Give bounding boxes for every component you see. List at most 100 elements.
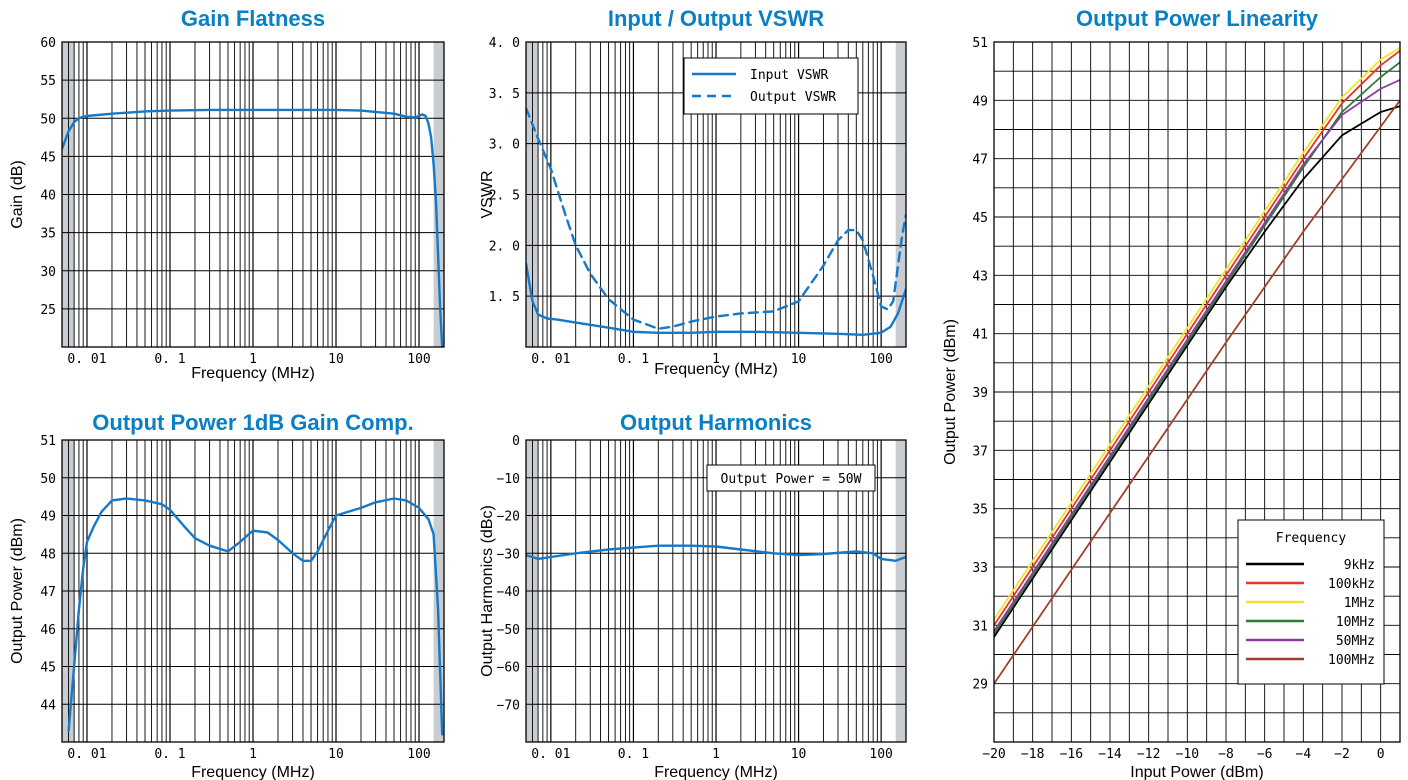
linearity-series-5-line <box>994 99 1400 685</box>
linearity-series-1-line <box>994 49 1400 627</box>
linearity-legend-label: 100kHz <box>1328 577 1375 592</box>
linearity-legend-label: 50MHz <box>1336 634 1375 649</box>
gain-y-tick-label: 40 <box>40 189 56 204</box>
vswr-x-tick-label: 1 <box>712 352 720 367</box>
vswr-x-tick-label: 100 <box>869 352 892 367</box>
harmonics-y-tick-label: −60 <box>497 661 520 676</box>
harmonics-x-tick-label: 10 <box>791 747 807 762</box>
linearity-chart: Output Power Linearity−20 −18 −16 −14 −12 −10… <box>942 6 1401 780</box>
linearity-x-tick-label: −10 <box>1176 747 1199 762</box>
p1db-y-tick-label: 44 <box>40 698 56 713</box>
linearity-y-tick-label: 51 <box>972 36 988 51</box>
vswr-series-1-line <box>526 106 906 330</box>
harmonics-annotation: Output Power = 50W <box>706 464 876 492</box>
p1db-x-tick-label: 1 <box>249 747 257 762</box>
gain-y-tick-label: 30 <box>40 265 56 280</box>
harmonics-x-tick-label: 1 <box>712 747 720 762</box>
vswr-x-tick-label: 10 <box>791 352 807 367</box>
harmonics-x-tick-label: 100 <box>869 747 892 762</box>
gain-x-tick-label: 0. 01 <box>67 352 106 367</box>
linearity-series-0-line <box>994 105 1400 638</box>
p1db-grid <box>61 439 445 742</box>
gain-x-tick-label: 0. 1 <box>154 352 185 367</box>
linearity-y-tick-label: 47 <box>972 153 988 168</box>
gain-y-tick-label: 45 <box>40 150 56 165</box>
linearity-x-axis-label: Input Power (dBm) <box>1130 764 1263 780</box>
vswr-legend-label: Output VSWR <box>750 90 836 105</box>
linearity-y-tick-label: 31 <box>972 619 988 634</box>
p1db-x-tick-label: 0. 01 <box>67 747 106 762</box>
p1db-y-axis-label: Output Power (dBm) <box>9 518 26 664</box>
linearity-y-tick-label: 45 <box>972 211 988 226</box>
vswr-y-tick-label: 4. 0 <box>489 36 520 51</box>
harmonics-frame <box>525 439 907 743</box>
linearity-y-tick-label: 41 <box>972 328 988 343</box>
vswr-y-tick-label: 3. 5 <box>489 87 520 102</box>
p1db-title: Output Power 1dB Gain Comp. <box>92 410 413 435</box>
harmonics-series-0-line <box>526 544 906 562</box>
linearity-y-tick-label: 49 <box>972 94 988 109</box>
linearity-y-tick-label: 43 <box>972 269 988 284</box>
linearity-x-tick-label: −2 <box>1334 747 1350 762</box>
p1db-y-tick-label: 46 <box>40 623 56 638</box>
linearity-frame <box>993 41 1401 743</box>
linearity-x-tick-label: −12 <box>1137 747 1160 762</box>
linearity-y-tick-label: 37 <box>972 444 988 459</box>
linearity-y-tick-label: 29 <box>972 678 988 693</box>
vswr-y-tick-label: 2. 5 <box>489 189 520 204</box>
harmonics-chart: Output Harmonics 0. 01 0. 1 1 10 100 0 −10 −20 −3… <box>479 410 907 780</box>
vswr-title: Input / Output VSWR <box>608 6 824 31</box>
linearity-y-tick-label: 35 <box>972 503 988 518</box>
gain-y-tick-label: 55 <box>40 74 56 89</box>
vswr-frame <box>525 41 907 348</box>
linearity-legend-label: 1MHz <box>1344 596 1375 611</box>
harmonics-y-tick-label: −20 <box>497 510 520 525</box>
gain-y-axis-label: Gain (dB) <box>9 160 26 228</box>
linearity-x-tick-label: 0 <box>1377 747 1385 762</box>
p1db-y-tick-label: 48 <box>40 547 56 562</box>
linearity-series-2-line <box>994 46 1400 621</box>
p1db-frame <box>61 439 445 743</box>
gain-frame <box>61 41 445 348</box>
linearity-title: Output Power Linearity <box>1076 6 1319 31</box>
linearity-x-tick-label: −16 <box>1060 747 1083 762</box>
vswr-x-tick-label: 0. 01 <box>531 352 570 367</box>
vswr-series-0-line <box>526 262 906 336</box>
p1db-y-tick-label: 45 <box>40 661 56 676</box>
linearity-legend-label: 9kHz <box>1344 558 1375 573</box>
harmonics-x-tick-label: 0. 01 <box>531 747 570 762</box>
gain-x-tick-label: 10 <box>328 352 344 367</box>
harmonics-y-tick-label: −70 <box>497 698 520 713</box>
p1db-x-tick-label: 10 <box>328 747 344 762</box>
linearity-x-tick-label: −14 <box>1098 747 1122 762</box>
linearity-x-tick-label: −8 <box>1218 747 1234 762</box>
linearity-x-tick-label: −6 <box>1257 747 1273 762</box>
p1db-x-tick-label: 100 <box>407 747 430 762</box>
vswr-chart: Input / Output VSWR 0. 01 0. 1 1 10 100 1. 5 2.… <box>479 6 907 378</box>
vswr-legend-label: Input VSWR <box>750 68 828 83</box>
harmonics-title: Output Harmonics <box>620 410 812 435</box>
linearity-series-3-line <box>994 61 1400 635</box>
gain-y-tick-label: 50 <box>40 112 56 127</box>
harmonics-y-tick-label: −50 <box>497 623 520 638</box>
linearity-legend-title: Frequency <box>1276 531 1347 546</box>
gain-x-tick-label: 100 <box>407 352 430 367</box>
harmonics-y-tick-label: −40 <box>497 585 520 600</box>
vswr-legend: Input VSWR Output VSWR <box>683 57 859 115</box>
harmonics-x-axis-label: Frequency (MHz) <box>654 764 778 780</box>
linearity-y-tick-label: 39 <box>972 386 988 401</box>
linearity-y-axis-label: Output Power (dBm) <box>942 319 959 465</box>
p1db-y-tick-label: 49 <box>40 510 56 525</box>
vswr-y-tick-label: 1. 5 <box>489 290 520 305</box>
p1db-y-tick-label: 51 <box>40 434 56 449</box>
vswr-x-tick-label: 0. 1 <box>618 352 649 367</box>
p1db-chart: Output Power 1dB Gain Comp. 0. 01 0. 1 1 10 1… <box>9 410 445 780</box>
harmonics-y-tick-label: −30 <box>497 547 520 562</box>
harmonics-x-tick-label: 0. 1 <box>618 747 649 762</box>
vswr-y-tick-label: 3. 0 <box>489 138 520 153</box>
linearity-legend-label: 10MHz <box>1336 615 1375 630</box>
linearity-legend-label: 100MHz <box>1328 653 1375 668</box>
vswr-y-tick-label: 2. 0 <box>489 239 520 254</box>
vswr-x-axis-label: Frequency (MHz) <box>654 361 778 378</box>
